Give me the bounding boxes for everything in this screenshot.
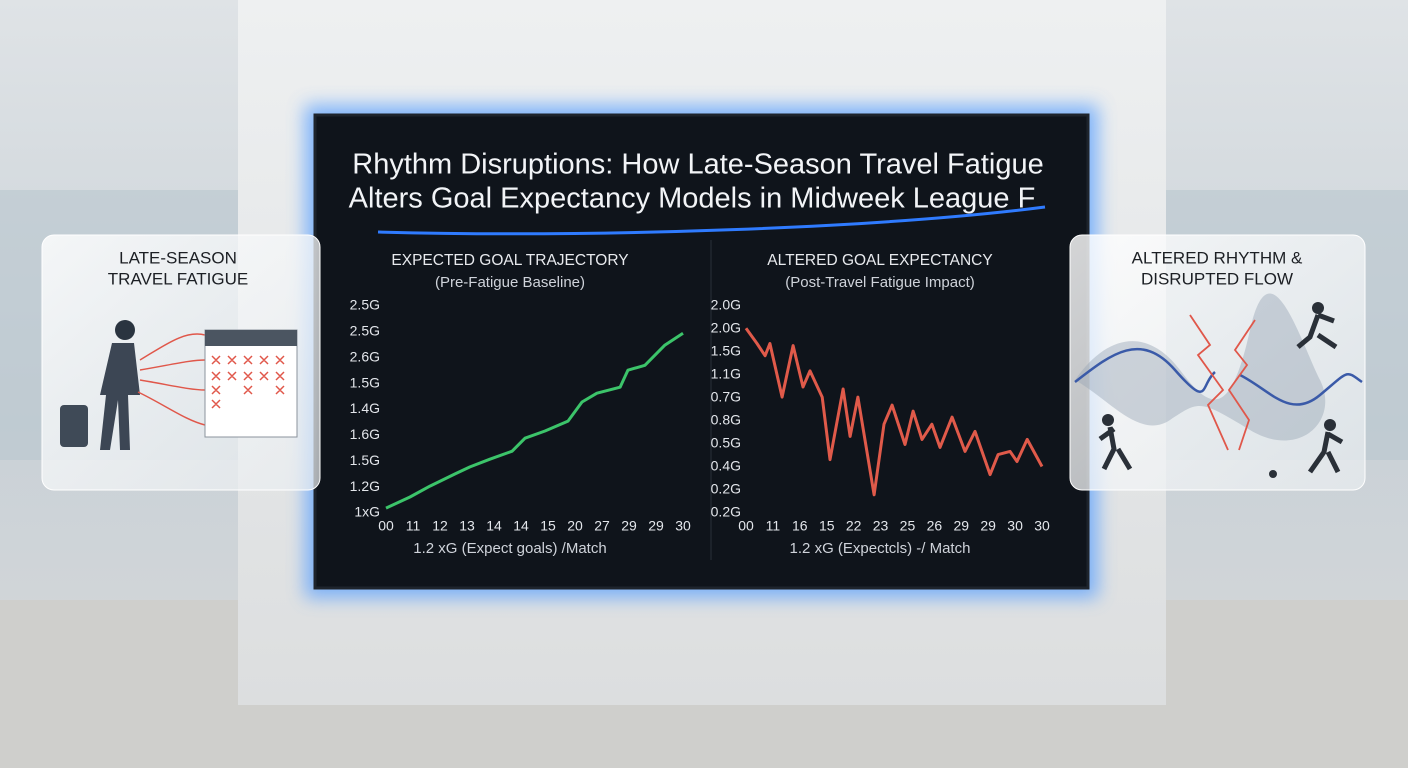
x-tick-label: 16	[792, 518, 808, 534]
x-tick-label: 13	[459, 518, 475, 534]
y-tick-label: 1.2G	[350, 478, 380, 494]
x-tick-label: 29	[953, 518, 969, 534]
title-line: Alters Goal Expectancy Models in Midweek…	[349, 183, 1036, 215]
y-tick-label: 0.4G	[711, 458, 741, 474]
x-tick-label: 11	[406, 518, 421, 534]
title-line: Rhythm Disruptions: How Late-Season Trav…	[352, 149, 1043, 181]
panel-title: LATE-SEASON	[119, 248, 237, 267]
x-tick-label: 00	[378, 518, 394, 534]
x-tick-label: 22	[846, 518, 862, 534]
x-tick-label: 30	[1034, 518, 1050, 534]
title-underline	[377, 205, 1046, 236]
x-tick-label: 30	[1007, 518, 1023, 534]
y-tick-label: 1.5G	[350, 452, 380, 468]
x-tick-label: 29	[621, 518, 637, 534]
x-axis-label: 1.2 xG (Expect goals) /Match	[413, 540, 606, 557]
x-tick-label: 29	[980, 518, 996, 534]
y-tick-label: 0.2G	[711, 481, 741, 497]
x-tick-label: 29	[648, 518, 664, 534]
y-tick-label: 2.0G	[711, 297, 741, 313]
y-tick-label: 2.5G	[350, 323, 380, 339]
chart-subtitle: (Pre-Fatigue Baseline)	[435, 274, 585, 291]
y-tick-label: 1.1G	[711, 366, 741, 382]
data-line	[744, 327, 1044, 497]
x-tick-label: 27	[594, 518, 610, 534]
x-axis-label: 1.2 xG (Expectcls) -/ Match	[790, 540, 971, 557]
x-tick-label: 14	[513, 518, 529, 534]
panel-title: DISRUPTED FLOW	[1141, 269, 1293, 288]
y-tick-label: 1xG	[354, 504, 380, 520]
y-tick-label: 1.5G	[711, 343, 741, 359]
x-tick-label: 00	[738, 518, 754, 534]
rhythm-illustration	[1074, 293, 1363, 478]
y-tick-label: 0.8G	[711, 412, 741, 428]
chart-title: EXPECTED GOAL TRAJECTORY	[391, 252, 628, 269]
data-line	[385, 331, 684, 510]
x-tick-label: 26	[927, 518, 943, 534]
y-tick-label: 2.6G	[350, 348, 380, 364]
y-tick-label: 1.6G	[350, 426, 380, 442]
y-tick-label: 0.2G	[711, 504, 741, 520]
right-panel	[1069, 234, 1366, 491]
x-tick-label: 25	[900, 518, 916, 534]
traveler-icon	[60, 320, 298, 450]
chart-subtitle: (Post-Travel Fatigue Impact)	[785, 274, 975, 291]
x-tick-label: 14	[486, 518, 502, 534]
y-tick-label: 2.0G	[711, 320, 741, 336]
chart-title: ALTERED GOAL EXPECTANCY	[767, 252, 992, 269]
x-tick-label: 30	[675, 518, 691, 534]
x-tick-label: 12	[432, 518, 448, 534]
y-tick-label: 1.4G	[350, 400, 380, 416]
y-tick-label: 1.5G	[350, 374, 380, 390]
y-tick-label: 2.5G	[350, 297, 380, 313]
x-tick-label: 15	[819, 518, 835, 534]
y-tick-label: 0.7G	[711, 389, 741, 405]
screen	[313, 113, 1090, 590]
x-tick-label: 20	[567, 518, 583, 534]
x-tick-label: 11	[766, 518, 781, 534]
y-tick-label: 0.5G	[711, 435, 741, 451]
panel-title: TRAVEL FATIGUE	[108, 269, 248, 288]
panel-title: ALTERED RHYTHM &	[1132, 248, 1303, 267]
x-tick-label: 23	[873, 518, 889, 534]
x-tick-label: 15	[540, 518, 556, 534]
